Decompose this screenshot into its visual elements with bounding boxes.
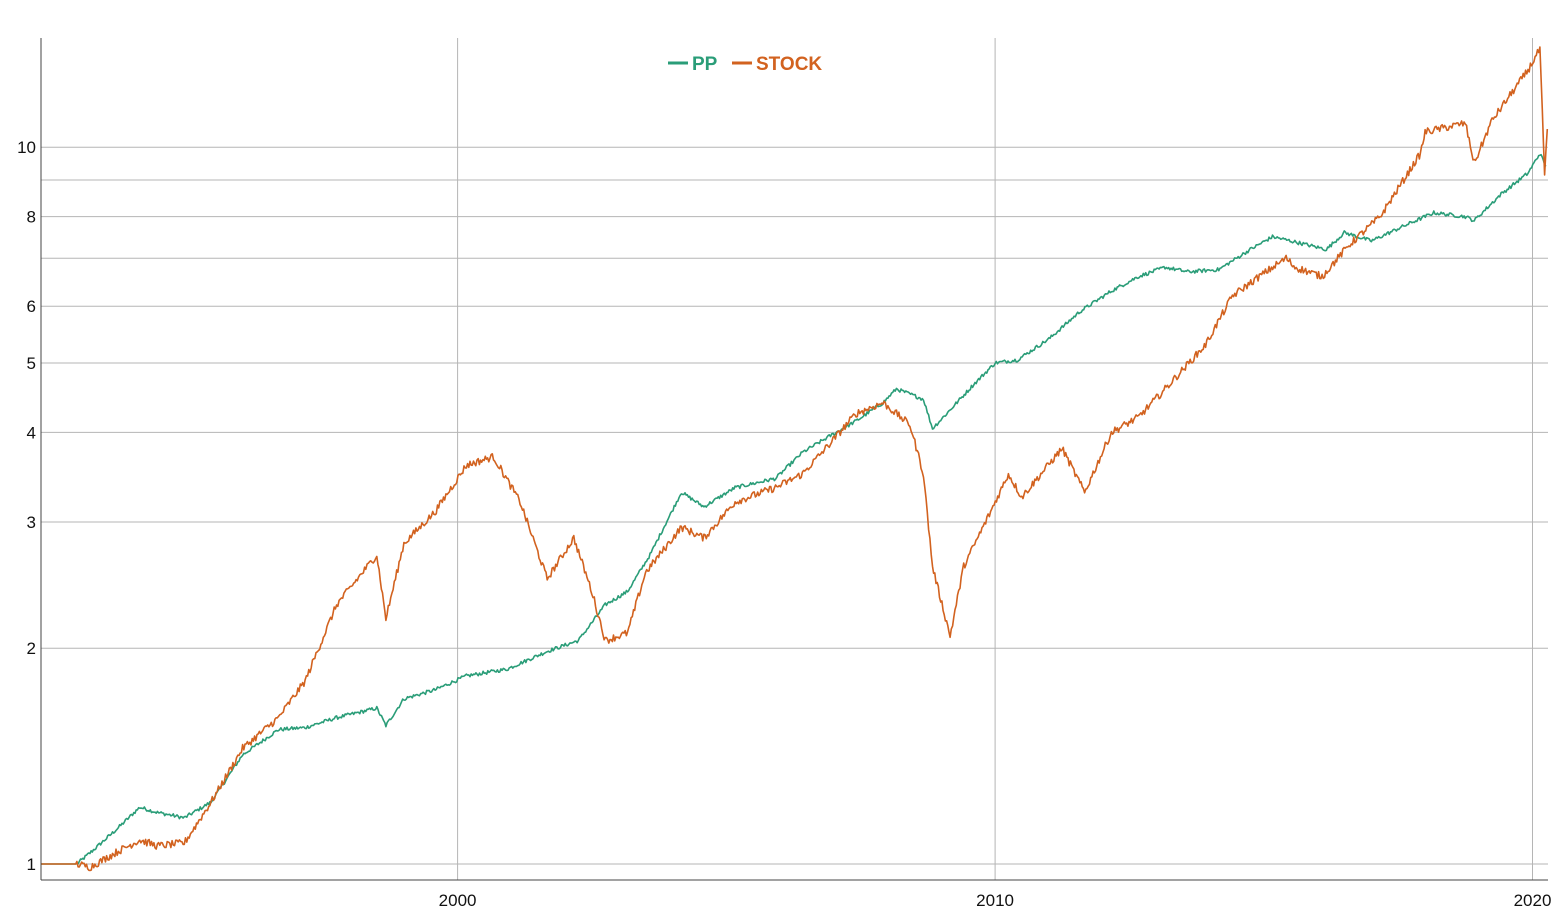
x-tick-label: 2010 [976, 891, 1014, 910]
legend: PP STOCK [668, 54, 822, 75]
x-tick-label: 2020 [1514, 891, 1552, 910]
x-tick-labels: 2000 2010 2020 [439, 891, 1552, 910]
y-tick-label: 1 [27, 855, 36, 874]
series-layer [41, 46, 1549, 872]
series-line-pp [41, 153, 1547, 865]
legend-label-pp: PP [692, 54, 718, 75]
y-tick-label: 6 [27, 297, 36, 316]
y-tick-label: 4 [27, 423, 36, 442]
y-tick-label: 3 [27, 513, 36, 532]
series-line-stock [41, 46, 1549, 872]
axes [40, 38, 1548, 881]
grid-lines [41, 38, 1548, 880]
y-tick-label: 8 [27, 208, 36, 227]
y-tick-label: 10 [17, 138, 36, 157]
y-tick-label: 2 [27, 639, 36, 658]
y-tick-label: 5 [27, 354, 36, 373]
x-tick-label: 2000 [439, 891, 477, 910]
legend-label-stock: STOCK [756, 54, 822, 75]
y-tick-labels: 1 2 3 4 5 6 8 10 [17, 138, 36, 874]
